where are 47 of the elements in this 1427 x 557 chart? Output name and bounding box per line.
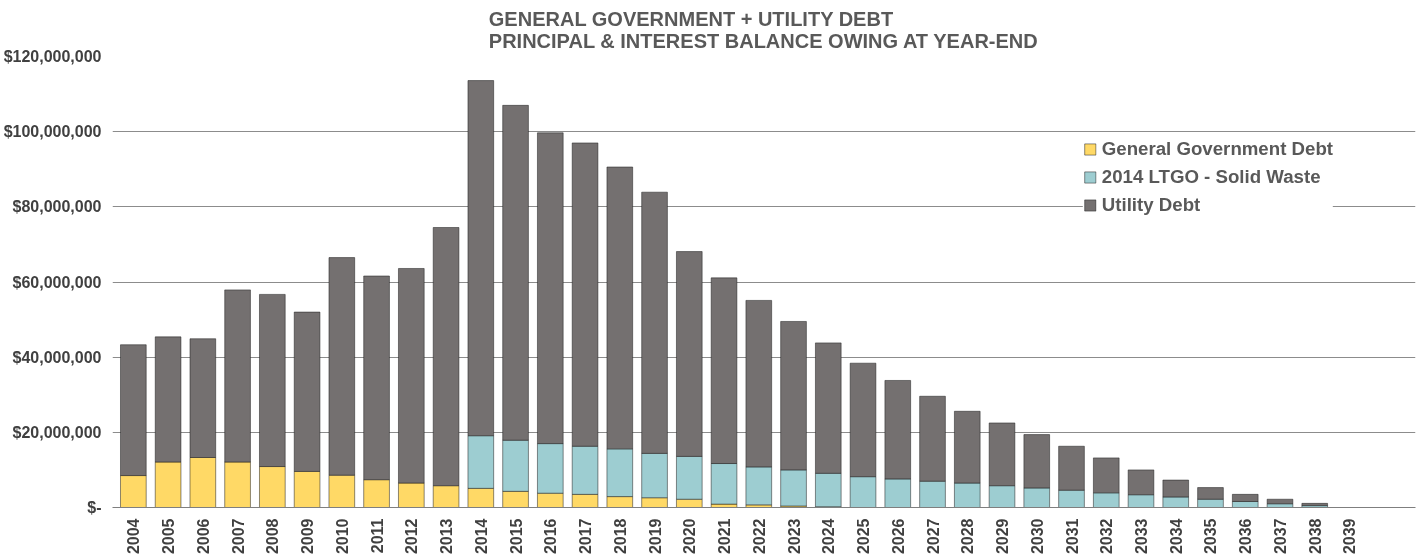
- x-tick-label: 2009: [299, 518, 317, 555]
- x-tick-label: 2039: [1341, 518, 1359, 555]
- x-tick-label: 2005: [160, 518, 178, 555]
- x-tick-label: 2035: [1202, 518, 1220, 555]
- chart-title: GENERAL GOVERNMENT + UTILITY DEBT PRINCIPAL & INTEREST BALANCE OWING AT YEAR-END: [488, 7, 1038, 52]
- x-tick-label: 2018: [611, 518, 629, 555]
- legend-label: General Government Debt: [1101, 138, 1333, 160]
- y-tick-label: $100,000,000: [3, 123, 102, 141]
- x-tick-label: 2028: [959, 518, 977, 555]
- y-tick-label: $120,000,000: [3, 48, 102, 65]
- x-tick-label: 2013: [438, 518, 456, 555]
- x-tick-label: 2029: [994, 518, 1012, 555]
- x-tick-label: 2015: [507, 518, 525, 555]
- x-tick-label: 2004: [125, 518, 143, 555]
- y-tick-label: $60,000,000: [12, 273, 102, 291]
- x-tick-label: 2017: [577, 518, 595, 555]
- x-tick-label: 2023: [785, 518, 803, 555]
- x-tick-label: 2022: [750, 518, 768, 555]
- x-tick-label: 2031: [1063, 518, 1081, 555]
- x-tick-label: 2032: [1098, 518, 1116, 555]
- x-tick-label: 2033: [1133, 518, 1150, 555]
- y-tick-label: $-: [87, 499, 102, 516]
- legend-label: 2014 LTGO - Solid Waste: [1101, 166, 1321, 188]
- x-tick-label: 2027: [924, 518, 942, 555]
- x-tick-label: 2011: [368, 518, 386, 554]
- y-tick-label: $80,000,000: [12, 198, 102, 216]
- legend-label: Utility Debt: [1101, 194, 1201, 216]
- y-tick-label: $20,000,000: [12, 423, 102, 441]
- y-tick-label: $40,000,000: [12, 348, 102, 366]
- x-tick-label: 2034: [1167, 518, 1185, 555]
- x-tick-label: 2038: [1306, 518, 1324, 555]
- x-tick-label: 2019: [646, 518, 664, 555]
- x-tick-label: 2036: [1237, 518, 1255, 555]
- x-tick-label: 2008: [264, 518, 282, 555]
- x-tick-label: 2025: [855, 518, 873, 555]
- x-tick-label: 2021: [716, 518, 734, 555]
- x-tick-label: 2020: [681, 518, 699, 555]
- x-tick-label: 2037: [1271, 518, 1289, 555]
- x-tick-label: 2014: [472, 518, 490, 555]
- x-tick-label: 2016: [542, 518, 560, 555]
- x-tick-label: 2010: [333, 518, 351, 555]
- x-tick-label: 2006: [194, 518, 212, 555]
- x-tick-label: 2012: [403, 518, 421, 555]
- x-tick-label: 2030: [1028, 518, 1046, 555]
- x-tick-label: 2026: [889, 518, 907, 555]
- x-tick-label: 2007: [229, 518, 247, 555]
- x-tick-label: 2024: [820, 518, 838, 555]
